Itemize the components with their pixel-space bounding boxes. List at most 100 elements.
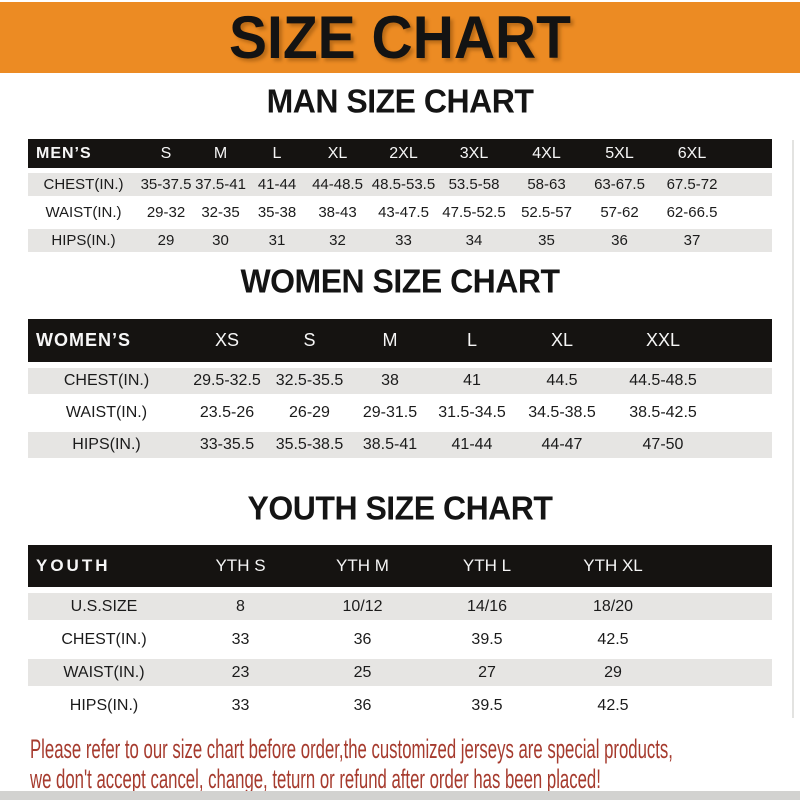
cell: 58-63 xyxy=(527,176,566,193)
cell: 38 xyxy=(381,372,399,389)
youth-waist-row: WAIST(IN.) 23 25 27 29 xyxy=(28,659,772,686)
cell: 32-35 xyxy=(201,204,240,221)
cell: 42.5 xyxy=(597,630,629,648)
cell: 57-62 xyxy=(600,204,639,221)
men-size-col: S xyxy=(160,144,172,162)
cell: 36 xyxy=(611,232,628,249)
cell: 42.5 xyxy=(597,696,629,714)
scan-artifact-line xyxy=(792,140,794,718)
row-label: WAIST(IN.) xyxy=(45,204,122,221)
cell: 35 xyxy=(538,232,555,249)
cell: 62-66.5 xyxy=(666,204,718,221)
disclaimer-line-1: Please refer to our size chart before or… xyxy=(30,734,673,764)
youth-header-filler xyxy=(676,545,772,587)
youth-hips-row: HIPS(IN.) 33 36 39.5 42.5 xyxy=(28,692,772,719)
row-label: HIPS(IN.) xyxy=(69,696,139,714)
men-section-heading: MAN SIZE CHART xyxy=(266,82,534,120)
cell: 67.5-72 xyxy=(666,176,718,193)
cell: 44.5 xyxy=(546,372,578,389)
cell: 38.5-41 xyxy=(362,436,418,453)
youth-header-row: YOUTH YTH S YTH M YTH L YTH XL xyxy=(28,545,772,587)
cell: 27 xyxy=(478,663,496,681)
cell: 44-47 xyxy=(541,436,583,453)
men-size-col: 2XL xyxy=(389,144,418,162)
cell: 32 xyxy=(329,232,346,249)
cell: 33-35.5 xyxy=(199,436,255,453)
cell: 35-38 xyxy=(257,204,297,221)
cell-filler xyxy=(728,173,772,196)
cell: 31 xyxy=(268,232,286,249)
men-size-col: M xyxy=(213,144,228,162)
women-chest-row: CHEST(IN.) 29.5-32.5 32.5-35.5 38 41 44.… xyxy=(28,368,772,394)
women-size-col: XXL xyxy=(645,330,681,350)
men-size-col: 4XL xyxy=(532,144,561,162)
cell: 53.5-58 xyxy=(448,176,500,193)
cell-filler xyxy=(676,626,772,653)
bottom-edge-strip xyxy=(0,791,800,800)
cell: 47.5-52.5 xyxy=(442,204,506,221)
cell: 38.5-42.5 xyxy=(629,404,697,421)
cell: 44.5-48.5 xyxy=(629,372,697,389)
cell: 35-37.5 xyxy=(140,176,192,193)
size-chart-banner: SIZE CHART xyxy=(0,2,800,73)
cell: 23 xyxy=(231,663,250,681)
cell-filler xyxy=(716,432,772,458)
disclaimer-line-2: we don't accept cancel, change, teturn o… xyxy=(30,764,601,794)
cell: 30 xyxy=(212,232,229,249)
youth-corner-label: YOUTH xyxy=(36,556,111,575)
men-size-col: XL xyxy=(327,144,348,162)
cell: 44-48.5 xyxy=(312,176,363,193)
women-size-col: S xyxy=(303,330,316,350)
cell: 38-43 xyxy=(318,204,357,221)
cell: 41 xyxy=(463,372,481,389)
men-chest-row: CHEST(IN.) 35-37.5 37.5-41 41-44 44-48.5… xyxy=(28,173,772,196)
cell-filler xyxy=(676,692,772,719)
cell-filler xyxy=(676,593,772,620)
youth-chest-row: CHEST(IN.) 33 36 39.5 42.5 xyxy=(28,626,772,653)
youth-size-col: YTH M xyxy=(336,556,389,575)
men-waist-row: WAIST(IN.) 29-32 32-35 35-38 38-43 43-47… xyxy=(28,201,772,224)
row-label: HIPS(IN.) xyxy=(72,436,141,453)
cell: 52.5-57 xyxy=(521,204,572,221)
men-size-col: 5XL xyxy=(605,144,634,162)
row-label: WAIST(IN.) xyxy=(63,663,145,681)
cell: 37.5-41 xyxy=(195,176,246,193)
men-size-col: L xyxy=(272,144,282,162)
cell: 35.5-38.5 xyxy=(275,436,344,453)
cell: 36 xyxy=(353,630,372,648)
men-size-col: 3XL xyxy=(459,144,489,162)
cell: 29 xyxy=(157,232,175,249)
women-size-col: L xyxy=(466,330,477,350)
cell: 32.5-35.5 xyxy=(275,372,344,389)
men-header-row: MEN’S S M L XL 2XL 3XL 4XL 5XL 6XL xyxy=(28,139,772,168)
cell: 47-50 xyxy=(642,436,684,453)
women-waist-row: WAIST(IN.) 23.5-26 26-29 29-31.5 31.5-34… xyxy=(28,400,772,426)
cell: 10/12 xyxy=(342,597,383,615)
cell: 37 xyxy=(683,232,701,249)
youth-ussize-row: U.S.SIZE 8 10/12 14/16 18/20 xyxy=(28,593,772,620)
women-size-col: XS xyxy=(214,330,239,350)
cell: 63-67.5 xyxy=(594,176,645,193)
youth-section-heading: YOUTH SIZE CHART xyxy=(247,489,553,527)
cell: 39.5 xyxy=(471,630,503,648)
women-corner-label: WOMEN’S xyxy=(36,330,131,350)
cell: 31.5-34.5 xyxy=(438,404,506,421)
men-hips-row: HIPS(IN.) 29 30 31 32 33 34 35 36 37 xyxy=(28,229,772,252)
women-header-row: WOMEN’S XS S M L XL XXL xyxy=(28,319,772,362)
cell-filler xyxy=(716,400,772,426)
women-size-table: WOMEN’S XS S M L XL XXL CHEST(IN.) 29.5-… xyxy=(28,313,772,464)
cell: 26-29 xyxy=(289,404,330,421)
cell: 29 xyxy=(604,663,622,681)
cell: 41-44 xyxy=(451,436,493,453)
cell: 41-44 xyxy=(257,176,297,193)
cell: 43-47.5 xyxy=(378,204,429,221)
men-size-col: 6XL xyxy=(677,144,707,162)
women-size-col: XL xyxy=(550,330,574,350)
cell: 23.5-26 xyxy=(199,404,255,421)
cell: 25 xyxy=(353,663,372,681)
youth-size-col: YTH S xyxy=(215,556,266,575)
cell: 29-31.5 xyxy=(362,404,418,421)
men-size-table: MEN’S S M L XL 2XL 3XL 4XL 5XL 6XL CHEST… xyxy=(28,134,772,257)
cell: 34.5-38.5 xyxy=(528,404,596,421)
cell: 34 xyxy=(465,232,483,249)
